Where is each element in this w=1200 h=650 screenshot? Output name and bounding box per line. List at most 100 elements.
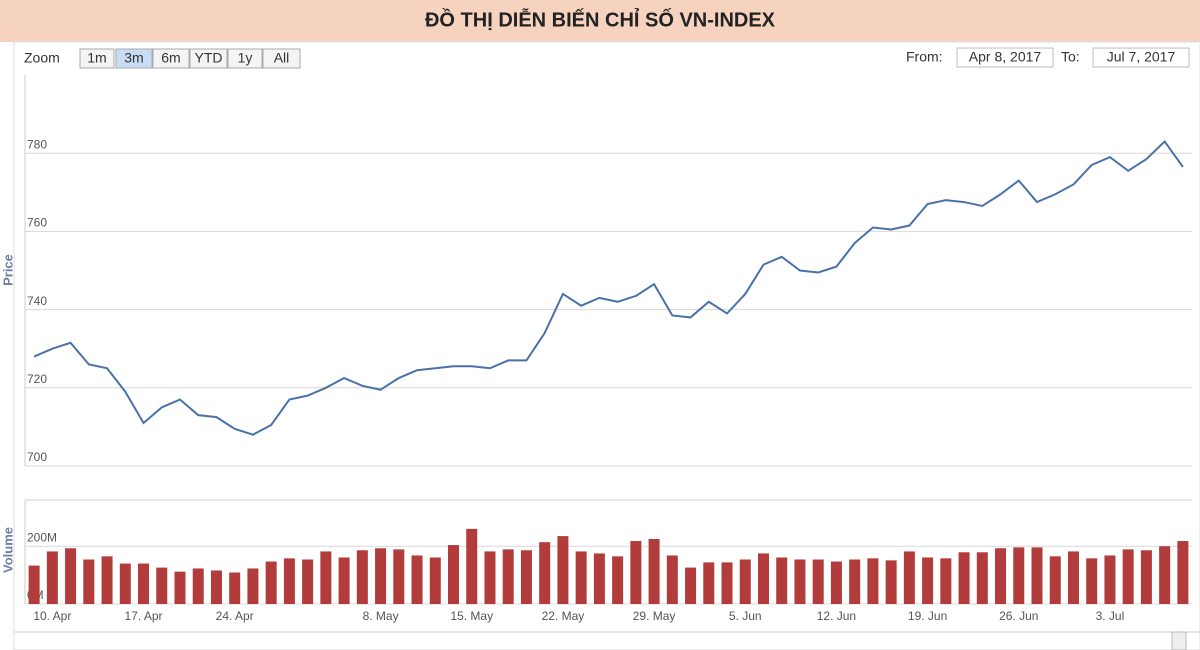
x-tick-label: 8. May	[363, 609, 399, 623]
x-tick-label: 17. Apr	[125, 609, 163, 623]
y-tick-label: 780	[27, 137, 47, 151]
x-tick-label: 26. Jun	[999, 609, 1038, 623]
volume-bar	[903, 551, 915, 604]
zoom-button-label: All	[274, 50, 290, 66]
volume-bar	[192, 568, 204, 604]
volume-bar	[210, 570, 222, 604]
volume-bar	[320, 551, 332, 604]
volume-bar	[976, 552, 988, 604]
volume-bar	[630, 541, 642, 604]
volume-bar	[995, 548, 1007, 604]
y-tick-label: 200M	[27, 530, 57, 544]
volume-bar	[356, 550, 368, 604]
volume-bar	[757, 553, 769, 604]
y-axis-title: Volume	[0, 527, 15, 573]
volume-bar	[411, 555, 423, 604]
volume-bar	[940, 558, 952, 604]
volume-bar	[612, 556, 624, 604]
zoom-button-label: 1y	[238, 50, 253, 66]
volume-bar	[794, 559, 806, 604]
y-tick-label: 740	[27, 294, 47, 308]
volume-bar	[138, 563, 150, 604]
x-tick-label: 19. Jun	[908, 609, 947, 623]
zoom-button[interactable]	[262, 48, 301, 69]
volume-bar	[1122, 549, 1134, 604]
from-label: From:	[906, 49, 943, 65]
volume-bar	[283, 558, 295, 604]
volume-bar	[703, 562, 715, 604]
volume-bar	[685, 567, 697, 604]
zoom-button-label: 1m	[87, 50, 106, 66]
volume-bar	[302, 559, 314, 604]
y-axis-title: Price	[0, 254, 15, 286]
volume-bar	[849, 559, 861, 604]
title-bar	[0, 0, 1200, 42]
volume-bar	[101, 556, 113, 604]
x-tick-label: 15. May	[450, 609, 493, 623]
volume-bar	[1086, 558, 1098, 604]
volume-bar	[1177, 541, 1189, 604]
zoom-label: Zoom	[24, 50, 60, 66]
volume-bar	[1104, 555, 1116, 604]
volume-bar	[393, 549, 405, 604]
volume-bar	[1067, 551, 1079, 604]
x-tick-label: 5. Jun	[729, 609, 762, 623]
x-tick-label: 22. May	[542, 609, 585, 623]
to-input[interactable]	[1092, 47, 1190, 68]
volume-bar	[776, 557, 788, 604]
page-title: ĐỒ THỊ DIỄN BIẾN CHỈ SỐ VN-INDEX	[425, 7, 776, 31]
zoom-button[interactable]	[227, 48, 263, 69]
y-tick-label: 760	[27, 216, 47, 230]
volume-bar	[739, 559, 751, 604]
volume-bar	[539, 542, 551, 604]
volume-bar	[922, 557, 934, 604]
volume-bar	[593, 553, 605, 604]
volume-bar	[1140, 550, 1152, 604]
to-date: Jul 7, 2017	[1107, 49, 1176, 65]
volume-bar	[65, 548, 77, 604]
y-tick-label: 720	[27, 372, 47, 386]
x-tick-label: 29. May	[633, 609, 676, 623]
volume-bar	[28, 565, 40, 604]
volume-bar	[648, 539, 660, 604]
x-tick-label: 3. Jul	[1096, 609, 1125, 623]
scroll-handle[interactable]	[1171, 631, 1187, 650]
y-tick-label: 700	[27, 450, 47, 464]
volume-bar	[174, 571, 186, 604]
x-tick-label: 10. Apr	[33, 609, 71, 623]
volume-bar	[1013, 547, 1025, 604]
zoom-button-label: 6m	[161, 50, 180, 66]
zoom-button[interactable]	[115, 48, 153, 69]
from-date: Apr 8, 2017	[969, 49, 1042, 65]
to-label: To:	[1061, 49, 1080, 65]
volume-bar	[265, 561, 277, 604]
volume-bar	[1159, 546, 1171, 604]
volume-bar	[1031, 547, 1043, 604]
volume-bar	[721, 562, 733, 604]
volume-bar	[429, 557, 441, 604]
volume-bar	[448, 545, 460, 604]
zoom-button[interactable]	[79, 48, 115, 69]
zoom-button[interactable]	[152, 48, 190, 69]
volume-bar	[666, 555, 678, 604]
volume-bar	[156, 567, 168, 604]
from-input[interactable]	[956, 47, 1054, 68]
volume-bar	[484, 551, 496, 604]
volume-bar	[1049, 556, 1061, 604]
volume-bar	[229, 572, 241, 604]
volume-bar	[958, 552, 970, 604]
volume-bar	[812, 559, 824, 604]
volume-bar	[830, 561, 842, 604]
zoom-button-label: YTD	[195, 50, 223, 66]
volume-bar	[119, 563, 131, 604]
volume-bar	[520, 550, 532, 604]
volume-bar	[375, 548, 387, 604]
volume-bar	[83, 559, 95, 604]
price-line	[33, 139, 1184, 436]
x-tick-label: 12. Jun	[817, 609, 856, 623]
volume-bar	[575, 551, 587, 604]
zoom-button[interactable]	[189, 48, 228, 69]
volume-bar	[885, 560, 897, 604]
zoom-button-label: 3m	[124, 50, 143, 66]
